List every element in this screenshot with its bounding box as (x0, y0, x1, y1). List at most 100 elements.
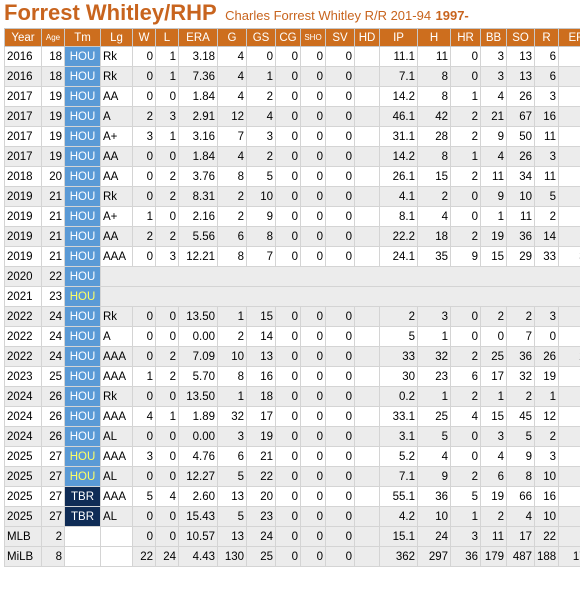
cell-ip: 14.2 (379, 146, 418, 167)
cell-gs: 24 (246, 526, 276, 547)
cell-team[interactable]: HOU (64, 466, 101, 487)
cell-team[interactable]: HOU (64, 426, 101, 447)
cell-h: 28 (417, 126, 451, 147)
cell-sho: 0 (300, 146, 326, 167)
cell-team[interactable]: HOU (64, 46, 101, 67)
cell-so: 36 (506, 346, 535, 367)
cell-l: 0 (155, 466, 179, 487)
cell-team[interactable]: HOU (64, 446, 101, 467)
cell-sv: 0 (325, 126, 355, 147)
cell-so: 50 (506, 126, 535, 147)
column-header-tm[interactable]: Tm (64, 28, 101, 47)
cell-so: 45 (506, 406, 535, 427)
cell-bb: 3 (480, 46, 507, 67)
cell-er: 33 (558, 246, 580, 267)
cell-year: 2019 (4, 246, 42, 267)
column-header-year[interactable]: Year (4, 28, 42, 47)
column-header-cg[interactable]: CG (275, 28, 301, 47)
cell-sv: 0 (325, 66, 355, 87)
cell-team[interactable]: TBR (64, 486, 101, 507)
cell-gs: 5 (246, 166, 276, 187)
column-header-h[interactable]: H (417, 28, 451, 47)
cell-team[interactable]: HOU (64, 386, 101, 407)
cell-cg: 0 (275, 206, 301, 227)
cell-hr: 36 (450, 546, 481, 567)
cell-year: 2024 (4, 386, 42, 407)
cell-team[interactable]: HOU (64, 126, 101, 147)
cell-er: 26 (558, 346, 580, 367)
cell-team[interactable]: HOU (64, 206, 101, 227)
column-header-w[interactable]: W (132, 28, 156, 47)
cell-era: 5.56 (178, 226, 218, 247)
cell-w: 0 (132, 506, 156, 527)
cell-r: 33 (534, 246, 559, 267)
cell-so: 17 (506, 526, 535, 547)
cell-team[interactable]: HOU (64, 326, 101, 347)
column-header-so[interactable]: SO (506, 28, 535, 47)
cell-gs: 9 (246, 206, 276, 227)
cell-team[interactable]: HOU (64, 226, 101, 247)
cell-h: 35 (417, 246, 451, 267)
table-header: YearAgeTmLgWLERAGGSCGSHOSVHDIPHHRBBSORER (4, 28, 580, 47)
cell-h: 25 (417, 406, 451, 427)
column-header-sv[interactable]: SV (325, 28, 355, 47)
column-header-era[interactable]: ERA (178, 28, 218, 47)
cell-w: 2 (132, 106, 156, 127)
column-header-ip[interactable]: IP (379, 28, 418, 47)
player-birth-year: 1997- (435, 8, 469, 23)
cell-team[interactable]: HOU (64, 246, 101, 267)
cell-gs: 25 (246, 546, 276, 567)
cell-hr: 0 (450, 306, 481, 327)
cell-team[interactable]: HOU (64, 186, 101, 207)
column-header-sho[interactable]: SHO (300, 28, 326, 47)
cell-r: 3 (534, 146, 559, 167)
cell-team[interactable]: HOU (64, 86, 101, 107)
cell-team[interactable]: HOU (64, 306, 101, 327)
cell-er: 18 (558, 526, 580, 547)
cell-team[interactable]: HOU (64, 346, 101, 367)
cell-year: 2025 (4, 506, 42, 527)
cell-team[interactable]: HOU (64, 166, 101, 187)
cell-league: AAA (100, 446, 133, 467)
cell-team[interactable]: TBR (64, 506, 101, 527)
cell-team[interactable]: HOU (64, 366, 101, 387)
column-header-lg[interactable]: Lg (100, 28, 133, 47)
cell-team[interactable]: HOU (64, 146, 101, 167)
cell-team[interactable]: HOU (64, 66, 101, 87)
column-header-r[interactable]: R (534, 28, 559, 47)
cell-hr: 1 (450, 146, 481, 167)
cell-gs: 20 (246, 486, 276, 507)
cell-ip: 11.1 (379, 46, 418, 67)
cell-w: 4 (132, 406, 156, 427)
column-header-er[interactable]: ER (558, 28, 580, 47)
column-header-l[interactable]: L (155, 28, 179, 47)
player-header: Forrest Whitley/RHP Charles Forrest Whit… (4, 0, 469, 28)
cell-r: 10 (534, 466, 559, 487)
column-header-bb[interactable]: BB (480, 28, 507, 47)
cell-team[interactable]: HOU (64, 266, 101, 287)
column-header-hd[interactable]: HD (354, 28, 380, 47)
cell-team[interactable]: HOU (64, 286, 101, 307)
cell-sho: 0 (300, 206, 326, 227)
cell-team[interactable]: HOU (64, 406, 101, 427)
cell-so: 26 (506, 86, 535, 107)
cell-gs: 2 (246, 86, 276, 107)
cell-sho: 0 (300, 526, 326, 547)
cell-age: 21 (41, 206, 65, 227)
cell-so: 13 (506, 46, 535, 67)
cell-ip: 33.1 (379, 406, 418, 427)
cell-sho: 0 (300, 126, 326, 147)
cell-cg: 0 (275, 506, 301, 527)
cell-sv: 0 (325, 326, 355, 347)
column-header-g[interactable]: G (217, 28, 247, 47)
cell-ip: 31.1 (379, 126, 418, 147)
cell-r: 16 (534, 486, 559, 507)
column-header-hr[interactable]: HR (450, 28, 481, 47)
column-header-age[interactable]: Age (41, 28, 65, 47)
cell-team[interactable]: HOU (64, 106, 101, 127)
cell-hr: 9 (450, 246, 481, 267)
column-header-gs[interactable]: GS (246, 28, 276, 47)
cell-age: 27 (41, 486, 65, 507)
cell-r: 3 (534, 306, 559, 327)
